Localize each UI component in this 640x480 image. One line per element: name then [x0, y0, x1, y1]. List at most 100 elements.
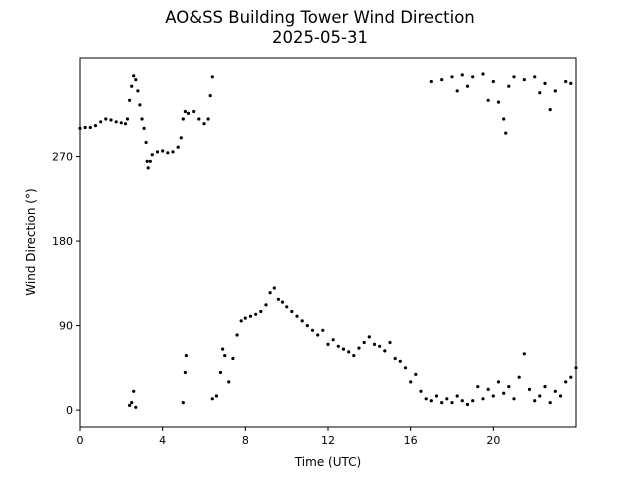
- data-point: [564, 79, 568, 84]
- data-point: [223, 354, 227, 358]
- data-point: [214, 394, 218, 398]
- data-point: [517, 375, 521, 379]
- chart-title: AO&SS Building Tower Wind Direction: [165, 8, 475, 27]
- data-point: [183, 109, 187, 114]
- data-point: [208, 94, 212, 98]
- data-point: [235, 333, 239, 337]
- data-point: [181, 117, 185, 121]
- plot-frame: [79, 57, 577, 428]
- data-point: [476, 385, 480, 389]
- data-point: [445, 397, 449, 401]
- x-tick-label: 0: [77, 434, 84, 447]
- data-point: [403, 366, 408, 370]
- data-point: [455, 89, 459, 93]
- data-point: [218, 370, 223, 375]
- data-point: [352, 354, 356, 358]
- data-point: [166, 151, 170, 155]
- data-point: [134, 405, 138, 409]
- data-point: [316, 333, 320, 337]
- data-point: [538, 394, 542, 398]
- data-point: [123, 122, 128, 126]
- data-point: [502, 117, 506, 121]
- data-point: [142, 126, 146, 130]
- data-point: [553, 89, 557, 93]
- data-point: [419, 389, 423, 393]
- data-point: [206, 117, 210, 121]
- x-tick-label: 8: [242, 434, 249, 447]
- data-point: [132, 389, 136, 393]
- data-point: [496, 380, 501, 384]
- data-point: [522, 352, 526, 356]
- data-point: [409, 380, 413, 384]
- data-point: [114, 120, 118, 124]
- data-point: [496, 100, 501, 104]
- data-point: [543, 81, 547, 85]
- data-point: [533, 75, 537, 79]
- data-point: [502, 391, 506, 395]
- data-point: [538, 91, 542, 95]
- data-point: [290, 309, 294, 314]
- x-axis-ticks: 0 4 8 12 16 20: [77, 427, 500, 447]
- data-point: [128, 98, 132, 102]
- data-point: [155, 150, 160, 154]
- data-point: [285, 305, 289, 309]
- data-point: [398, 359, 402, 363]
- data-point: [310, 328, 315, 332]
- data-point: [336, 344, 340, 348]
- data-point: [197, 117, 201, 121]
- data-point: [512, 75, 516, 79]
- data-point: [239, 319, 243, 323]
- data-point: [130, 401, 134, 405]
- data-point: [179, 136, 183, 140]
- data-point: [481, 397, 485, 401]
- data-point: [372, 342, 377, 346]
- data-point: [138, 103, 142, 107]
- data-point: [243, 316, 247, 320]
- data-point: [264, 303, 268, 307]
- data-point: [553, 389, 557, 393]
- data-point: [569, 375, 573, 379]
- data-point: [104, 117, 108, 121]
- data-point: [548, 108, 552, 112]
- data-point: [481, 72, 485, 76]
- data-point: [440, 401, 444, 405]
- data-point: [429, 79, 433, 84]
- data-point: [248, 314, 253, 318]
- data-point: [272, 286, 276, 290]
- data-point: [130, 84, 134, 88]
- data-point: [184, 354, 188, 358]
- data-point: [393, 356, 397, 361]
- data-point: [93, 124, 98, 128]
- data-point: [512, 397, 516, 401]
- data-point: [140, 117, 144, 121]
- data-point: [186, 111, 191, 115]
- data-point: [533, 399, 537, 403]
- data-point: [145, 159, 149, 163]
- data-point: [367, 335, 371, 339]
- data-point: [171, 150, 175, 154]
- data-point: [134, 78, 138, 82]
- data-point: [176, 145, 180, 149]
- data-point: [414, 372, 418, 376]
- data-point: [83, 125, 87, 130]
- data-point: [504, 131, 508, 135]
- x-tick-label: 16: [404, 434, 418, 447]
- data-point: [321, 328, 325, 332]
- data-point: [465, 402, 470, 407]
- data-point: [507, 84, 511, 88]
- data-point: [259, 309, 263, 314]
- data-point: [460, 399, 464, 403]
- data-point: [522, 78, 526, 82]
- chart-title-block: AO&SS Building Tower Wind Direction 2025…: [0, 8, 640, 48]
- y-tick-label: 270: [52, 151, 73, 164]
- data-point: [88, 125, 92, 130]
- data-point: [527, 387, 532, 391]
- data-point: [471, 399, 475, 403]
- data-point: [543, 385, 547, 389]
- data-point: [486, 98, 490, 102]
- data-point: [491, 394, 495, 398]
- data-point: [465, 84, 470, 88]
- data-point: [268, 291, 272, 295]
- data-point: [300, 319, 304, 323]
